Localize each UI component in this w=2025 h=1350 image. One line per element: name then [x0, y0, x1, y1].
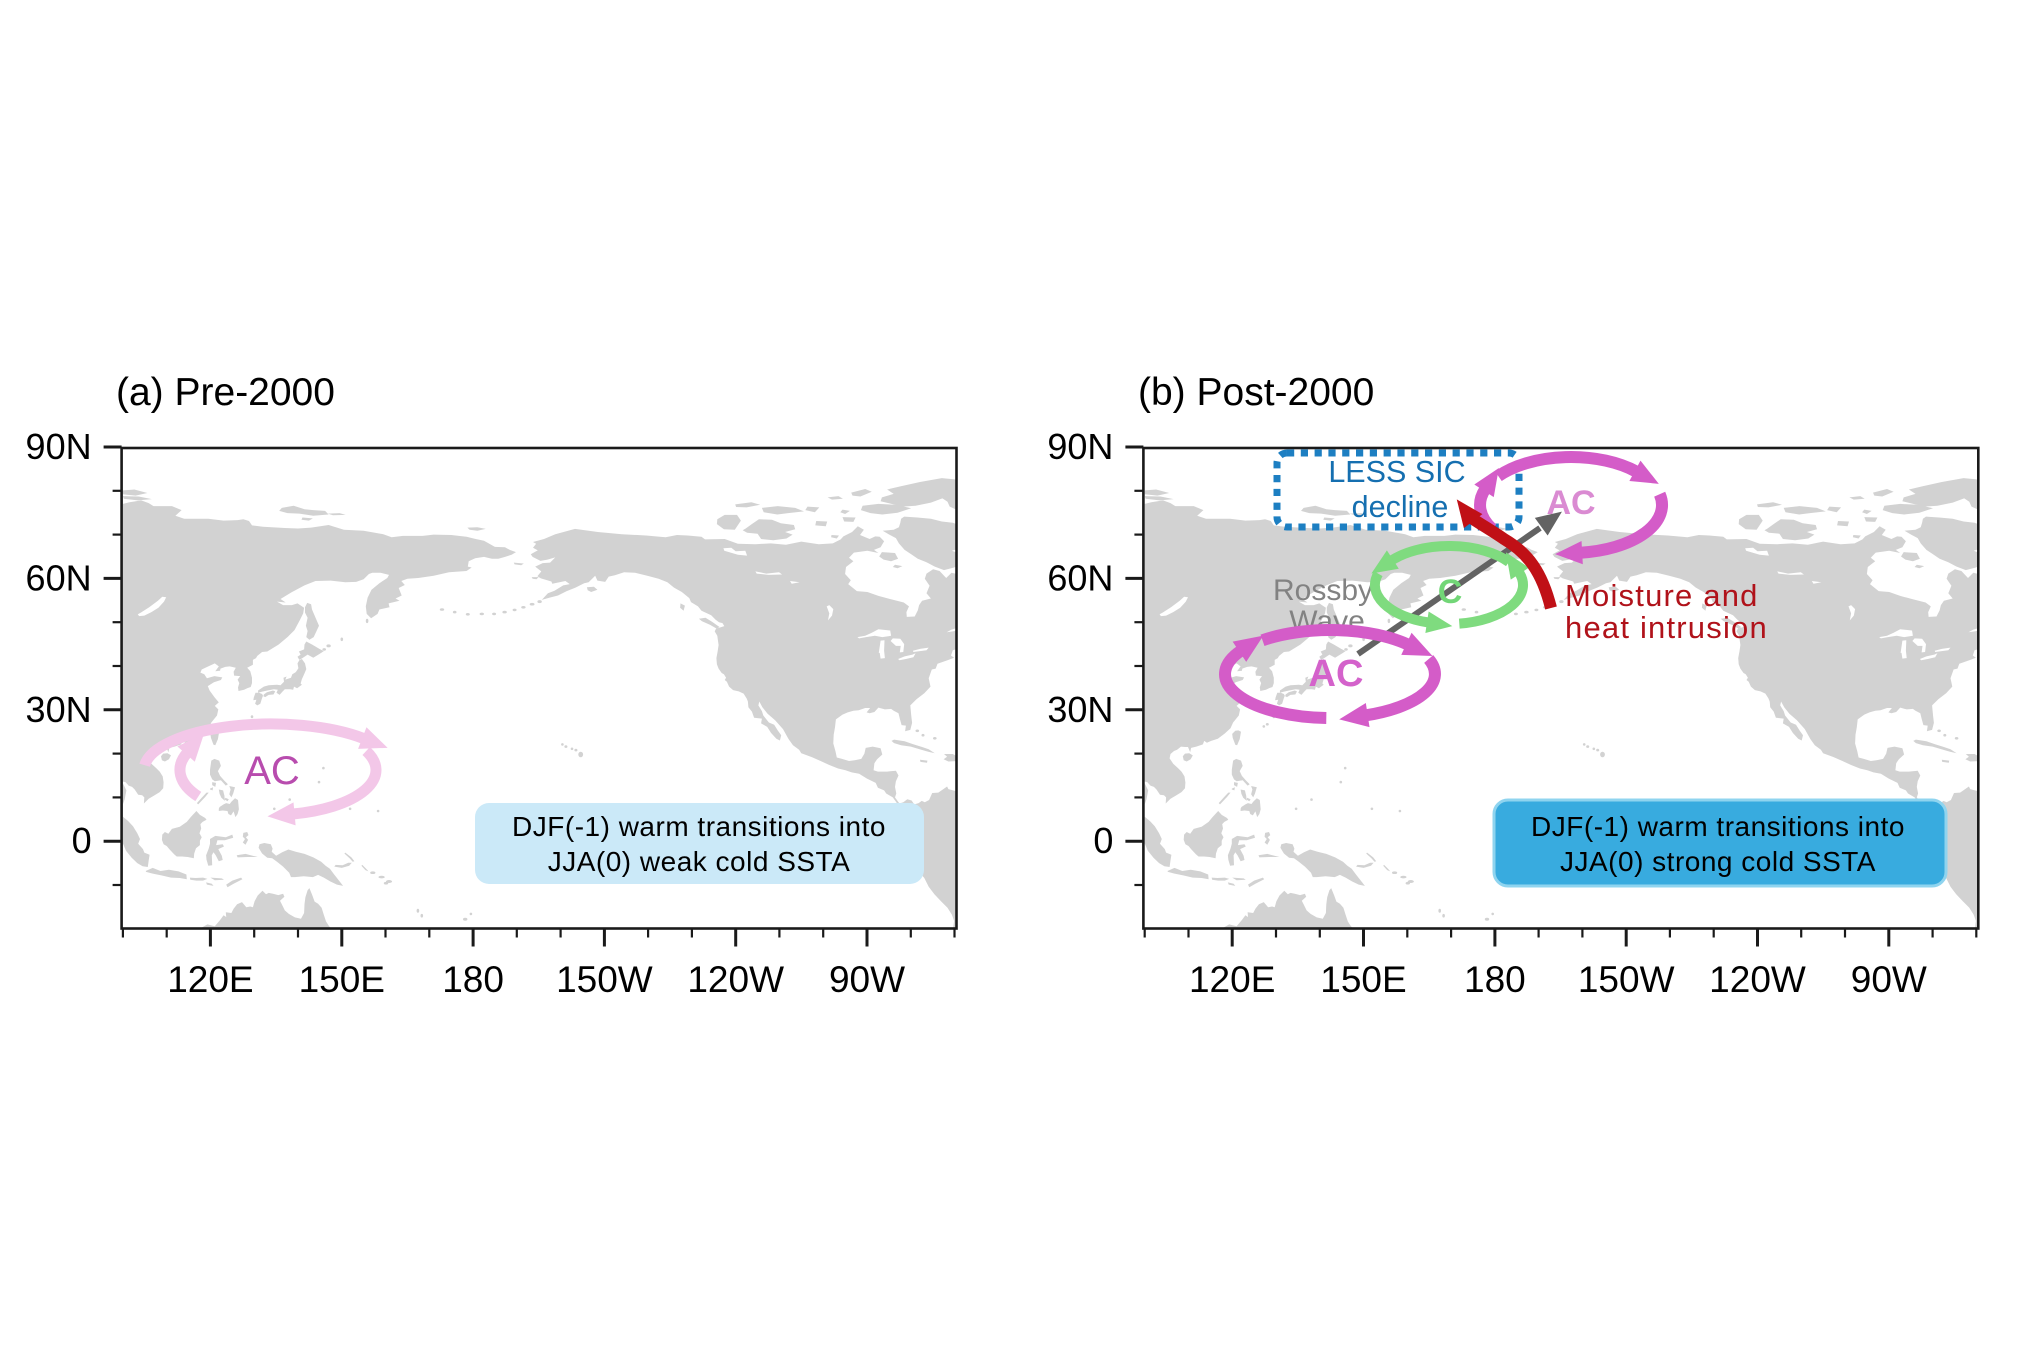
svg-text:AC: AC	[244, 749, 300, 793]
svg-text:120W: 120W	[1709, 959, 1806, 1000]
svg-text:LESS SIC: LESS SIC	[1328, 455, 1465, 489]
svg-text:AC: AC	[1546, 484, 1595, 522]
svg-text:90N: 90N	[26, 426, 92, 467]
svg-text:0: 0	[1093, 820, 1113, 861]
svg-text:AC: AC	[1309, 653, 1364, 695]
svg-text:C: C	[1438, 573, 1463, 611]
svg-text:150E: 150E	[1320, 959, 1406, 1000]
svg-text:120E: 120E	[1189, 959, 1275, 1000]
svg-text:heat intrusion: heat intrusion	[1565, 610, 1768, 645]
svg-text:0: 0	[72, 820, 92, 861]
svg-text:JJA(0) strong cold SSTA: JJA(0) strong cold SSTA	[1560, 846, 1876, 877]
svg-text:30N: 30N	[1047, 689, 1113, 730]
svg-text:(a) Pre-2000: (a) Pre-2000	[116, 371, 335, 414]
svg-text:90N: 90N	[1047, 426, 1113, 467]
svg-text:Moisture and: Moisture and	[1565, 578, 1759, 613]
svg-text:150W: 150W	[556, 959, 653, 1000]
svg-text:90W: 90W	[1851, 959, 1927, 1000]
svg-text:JJA(0) weak cold SSTA: JJA(0) weak cold SSTA	[548, 846, 851, 877]
svg-text:60N: 60N	[1047, 557, 1113, 598]
svg-text:30N: 30N	[26, 689, 92, 730]
svg-text:60N: 60N	[26, 557, 92, 598]
svg-text:DJF(-1) warm transitions into: DJF(-1) warm transitions into	[1531, 811, 1905, 842]
svg-text:DJF(-1) warm transitions into: DJF(-1) warm transitions into	[512, 811, 886, 842]
svg-text:(b) Post-2000: (b) Post-2000	[1138, 371, 1374, 414]
svg-text:120W: 120W	[687, 959, 784, 1000]
svg-text:Rossby: Rossby	[1273, 574, 1373, 607]
svg-text:180: 180	[442, 959, 504, 1000]
svg-text:90W: 90W	[829, 959, 905, 1000]
svg-text:decline: decline	[1352, 490, 1449, 524]
svg-text:150W: 150W	[1578, 959, 1675, 1000]
svg-text:180: 180	[1464, 959, 1526, 1000]
svg-text:150E: 150E	[299, 959, 385, 1000]
svg-text:120E: 120E	[167, 959, 253, 1000]
